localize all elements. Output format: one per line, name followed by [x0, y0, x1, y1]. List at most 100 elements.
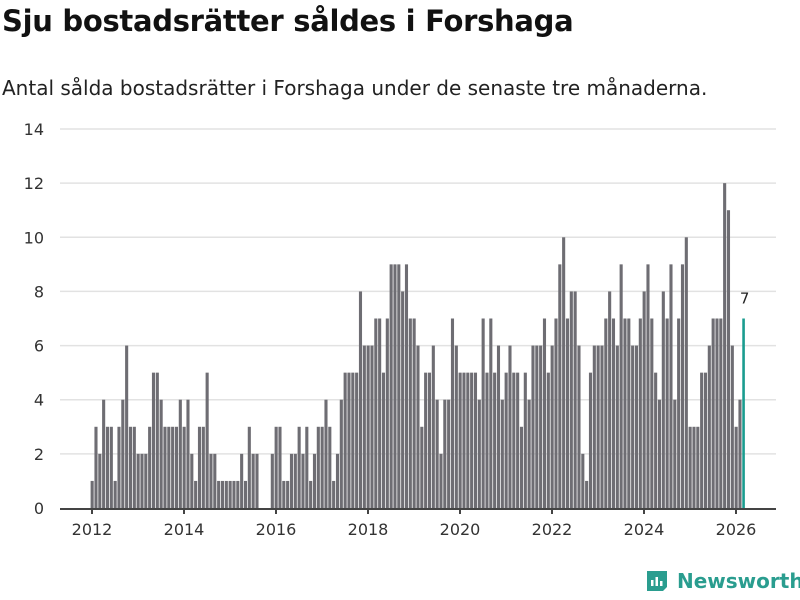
bar: [450, 318, 455, 508]
bar: [550, 345, 554, 508]
bar: [378, 318, 382, 508]
bar: [182, 426, 186, 508]
bar: [393, 264, 397, 508]
bar: [439, 453, 443, 508]
bar: [634, 345, 639, 508]
bar: [504, 372, 508, 508]
bar: [554, 318, 558, 508]
bar: [128, 426, 133, 508]
bar: [217, 480, 221, 508]
bar: [654, 372, 658, 508]
bar: [98, 453, 102, 508]
bar: [489, 318, 493, 508]
bar: [535, 345, 539, 508]
bar: [673, 399, 677, 508]
bar: [512, 372, 516, 508]
bar: [592, 345, 596, 508]
bar: [251, 453, 255, 508]
bar: [581, 453, 585, 508]
bar: [631, 345, 635, 508]
bar: [286, 480, 290, 508]
bar: [462, 372, 466, 508]
bar: [309, 480, 313, 508]
bar: [611, 318, 616, 508]
bar: [496, 345, 501, 508]
x-tick-label: 2016: [256, 520, 297, 539]
bar: [201, 426, 205, 508]
bar: [692, 426, 696, 508]
bar: [274, 426, 278, 508]
bar: [412, 318, 416, 508]
bar: [416, 345, 420, 508]
bar: [312, 453, 317, 508]
bar: [136, 453, 140, 508]
bar: [646, 264, 650, 508]
bar: [669, 264, 673, 508]
bar: [358, 291, 363, 508]
bar: [539, 345, 543, 508]
bar: [588, 372, 593, 508]
bar: [677, 318, 681, 508]
bar: [404, 264, 409, 508]
bar: [209, 453, 213, 508]
chart-subtitle: Antal sålda bostadsrätter i Forshaga und…: [2, 76, 708, 100]
bar: [485, 372, 489, 508]
bar: [167, 426, 171, 508]
bar: [125, 345, 129, 508]
bar: [362, 345, 366, 508]
bar: [174, 426, 179, 508]
bar: [604, 318, 608, 508]
bar: [642, 291, 646, 508]
bar: [197, 426, 202, 508]
bar: [466, 372, 470, 508]
bar: [270, 453, 274, 508]
bar: [531, 345, 535, 508]
bar: [171, 426, 175, 508]
bar: [427, 372, 432, 508]
bar: [159, 399, 163, 508]
bar: [155, 372, 159, 508]
bar: [477, 399, 481, 508]
bar: [255, 453, 259, 508]
bar: [351, 372, 355, 508]
bar: [232, 480, 236, 508]
bar: [408, 318, 412, 508]
y-tick-label: 2: [34, 445, 44, 464]
bar: [696, 426, 700, 508]
bar: [734, 426, 738, 508]
y-tick-label: 8: [34, 282, 44, 301]
y-tick-label: 12: [24, 174, 44, 193]
brand-name: Newsworthy: [677, 569, 800, 593]
bar: [680, 264, 685, 508]
bar: [305, 426, 309, 508]
bar: [278, 426, 282, 508]
bar: [282, 480, 286, 508]
bar: [420, 426, 424, 508]
y-tick-label: 4: [34, 391, 44, 410]
bar: [224, 480, 228, 508]
bar: [102, 399, 106, 508]
bar: [719, 318, 723, 508]
bar: [293, 453, 297, 508]
bar: [389, 264, 393, 508]
bar: [148, 426, 152, 508]
bar: [94, 426, 98, 508]
bar: [665, 318, 669, 508]
bar: [289, 453, 294, 508]
bar: [316, 426, 320, 508]
bar: [140, 453, 144, 508]
bar: [684, 237, 688, 509]
bar: [401, 291, 405, 508]
bar-chart: 0 2 4 6 8 10 12 14 7 2012 2014 2016 2018 2020 2022 2024…: [24, 120, 776, 539]
bar: [397, 264, 401, 508]
bar: [324, 399, 328, 508]
bar: [711, 318, 715, 508]
bar: [339, 399, 343, 508]
bar: [585, 480, 589, 508]
x-tick-label: 2026: [716, 520, 757, 539]
x-tick-label: 2022: [532, 520, 573, 539]
bar: [519, 426, 524, 508]
bar: [347, 372, 351, 508]
bar: [493, 372, 497, 508]
bar: [186, 399, 190, 508]
